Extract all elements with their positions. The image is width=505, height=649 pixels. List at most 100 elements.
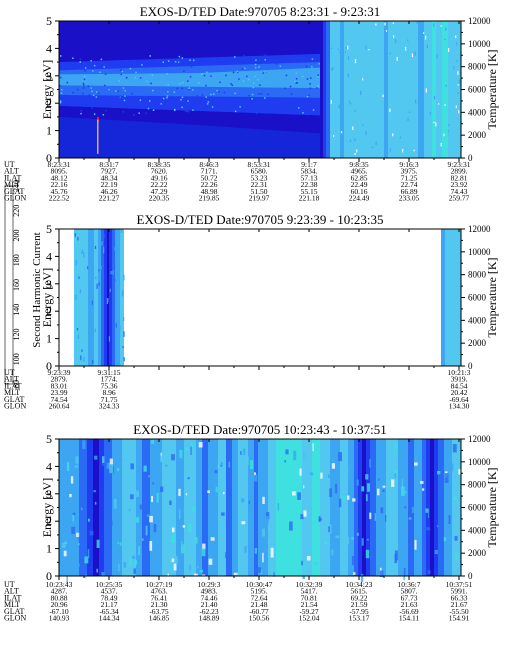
data-cell xyxy=(81,507,83,511)
data-cell xyxy=(230,109,233,111)
data-cell xyxy=(59,439,79,576)
data-cell xyxy=(90,87,92,89)
data-cell xyxy=(457,71,459,75)
data-cell xyxy=(207,96,210,99)
data-cell xyxy=(292,98,295,100)
data-cell xyxy=(94,245,97,250)
data-cell xyxy=(276,439,288,576)
data-cell xyxy=(83,356,85,362)
data-cell xyxy=(82,249,84,253)
data-cell xyxy=(253,474,258,482)
ephemeris-value: 49.16 xyxy=(151,173,168,182)
ephemeris-value: 9:23:39 xyxy=(48,368,71,377)
data-cell xyxy=(264,71,267,73)
data-cell xyxy=(126,76,128,79)
ephemeris-value: 5834. xyxy=(301,167,318,176)
data-cell xyxy=(235,58,238,60)
data-cell xyxy=(354,59,357,64)
ephemeris-value: -56.69 xyxy=(399,607,419,616)
data-cell xyxy=(315,98,318,100)
data-cell xyxy=(253,82,255,84)
data-cell xyxy=(260,93,263,95)
data-cell xyxy=(264,498,268,501)
data-cell xyxy=(193,59,195,62)
data-cell xyxy=(268,439,276,576)
ephemeris-value: 21.40 xyxy=(201,600,218,609)
data-cell xyxy=(150,102,152,104)
data-cell xyxy=(246,75,248,78)
data-cell xyxy=(452,439,461,576)
data-cell xyxy=(392,133,394,137)
data-cell xyxy=(284,460,286,463)
data-cell xyxy=(84,67,87,69)
ephemeris-value: 324.33 xyxy=(99,402,120,411)
data-cell xyxy=(98,229,101,366)
ephemeris-value: 74.46 xyxy=(201,593,218,602)
data-cell xyxy=(312,109,315,111)
ephemeris-label: ILAT xyxy=(4,381,21,390)
data-cell xyxy=(220,464,222,467)
data-cell xyxy=(206,103,209,105)
data-cell xyxy=(146,514,150,517)
data-cell xyxy=(87,266,89,270)
data-cell xyxy=(75,259,77,266)
data-cell xyxy=(198,442,203,448)
data-cell xyxy=(366,483,370,492)
data-cell xyxy=(370,439,376,576)
data-cell xyxy=(453,496,457,500)
ephemeris-value: 233.05 xyxy=(399,194,420,203)
ephemeris-value: 8:53:31 xyxy=(248,160,271,169)
data-cell xyxy=(123,99,126,102)
data-cell xyxy=(84,70,87,72)
data-cell xyxy=(75,563,80,567)
data-cell xyxy=(422,457,425,463)
data-cell xyxy=(330,439,340,576)
data-cell xyxy=(231,61,233,64)
y-tick-label: 3 xyxy=(46,487,52,501)
data-cell xyxy=(380,507,384,514)
data-cell xyxy=(424,21,432,158)
data-cell xyxy=(101,572,105,576)
data-cell xyxy=(120,99,122,101)
data-cell xyxy=(438,103,440,105)
data-cell xyxy=(432,21,436,158)
data-cell xyxy=(134,76,137,79)
y-tick-label: 3 xyxy=(46,277,52,291)
data-cell xyxy=(114,247,116,251)
ephemeris-label: GLON xyxy=(4,402,26,411)
data-cell xyxy=(403,568,406,577)
data-cell xyxy=(425,88,427,93)
data-cell xyxy=(420,132,422,135)
ephemeris-value: 22.74 xyxy=(401,180,418,189)
ephemeris-value: 7620. xyxy=(151,167,168,176)
data-cell xyxy=(100,265,102,270)
data-cell xyxy=(210,75,212,77)
data-cell xyxy=(429,111,431,115)
data-cell xyxy=(298,107,300,109)
data-cell xyxy=(243,67,246,70)
data-cell xyxy=(434,439,438,576)
data-cell xyxy=(335,484,338,494)
data-cell xyxy=(303,510,307,517)
data-cell xyxy=(456,60,458,62)
data-cell xyxy=(249,460,254,470)
ephemeris-value: 219.97 xyxy=(249,194,270,203)
data-cell xyxy=(292,491,296,496)
data-cell xyxy=(316,87,318,89)
data-cell xyxy=(164,64,166,66)
data-cell xyxy=(176,87,179,90)
ephemeris-label: MLT xyxy=(4,180,20,189)
data-cell xyxy=(338,452,342,462)
data-cell xyxy=(198,470,201,478)
ephemeris-value: 5615. xyxy=(351,587,368,596)
data-cell xyxy=(216,89,218,92)
data-cell xyxy=(139,99,142,101)
data-cell xyxy=(262,72,265,74)
data-cell xyxy=(248,94,250,97)
data-cell xyxy=(254,548,257,554)
data-cell xyxy=(425,35,427,40)
data-cell xyxy=(184,439,196,576)
y-tick-label: 5 xyxy=(46,432,52,446)
y-tick-label: 4 xyxy=(46,459,52,473)
data-cell xyxy=(365,549,370,559)
